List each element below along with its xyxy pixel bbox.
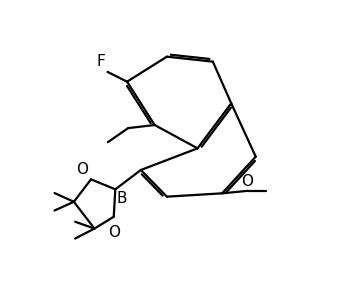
- Text: F: F: [96, 54, 105, 69]
- Text: O: O: [108, 225, 120, 239]
- Text: B: B: [117, 191, 127, 206]
- Text: O: O: [242, 174, 254, 189]
- Text: O: O: [76, 162, 88, 177]
